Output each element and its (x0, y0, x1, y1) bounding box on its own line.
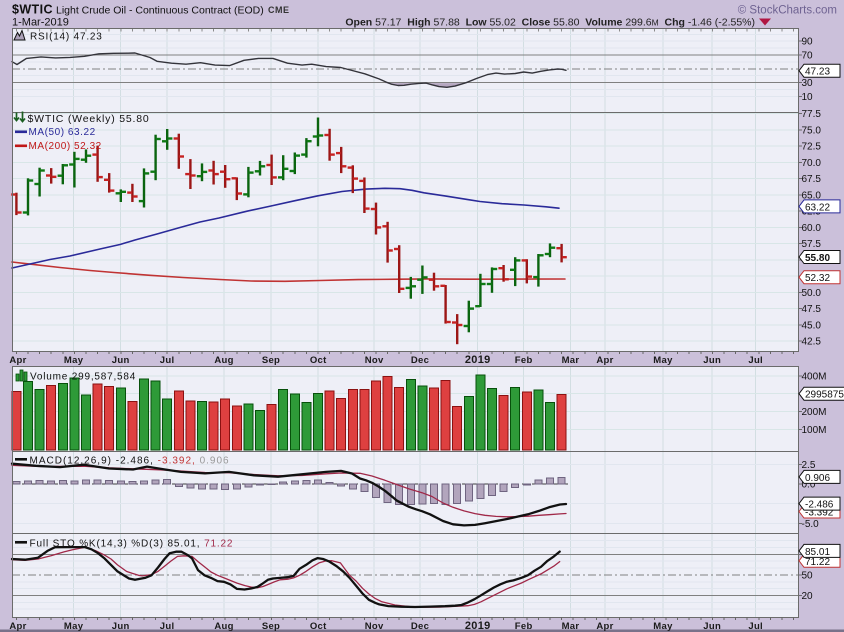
svg-text:Sep: Sep (262, 621, 280, 632)
svg-text:May: May (64, 355, 84, 366)
svg-text:May: May (64, 621, 84, 632)
svg-text:10: 10 (802, 92, 814, 103)
svg-text:Volume 299,587,584: Volume 299,587,584 (30, 372, 136, 383)
svg-text:Dec: Dec (411, 621, 429, 632)
svg-text:Open 57.17 High 57.88 Low 55: Open 57.17 High 57.88 Low 55.02 Close 55… (345, 17, 755, 29)
svg-text:© StockCharts.com: © StockCharts.com (738, 5, 837, 17)
svg-text:Jul: Jul (160, 621, 175, 632)
svg-text:Light Crude Oil - Continuous C: Light Crude Oil - Continuous Contract (E… (56, 5, 264, 17)
svg-text:Jun: Jun (112, 621, 130, 632)
svg-text:52.32: 52.32 (805, 273, 830, 284)
svg-text:MA(50) 63.22: MA(50) 63.22 (29, 127, 96, 138)
svg-text:85.01: 85.01 (805, 547, 830, 558)
svg-text:Sep: Sep (262, 355, 280, 366)
svg-text:71.22: 71.22 (805, 557, 830, 568)
svg-text:72.5: 72.5 (802, 142, 822, 153)
svg-text:30: 30 (802, 78, 814, 89)
svg-text:Nov: Nov (365, 355, 384, 366)
svg-text:Jul: Jul (748, 355, 763, 366)
svg-text:42.5: 42.5 (802, 337, 822, 348)
svg-text:Aug: Aug (214, 621, 233, 632)
svg-text:75.0: 75.0 (802, 125, 822, 136)
svg-text:CME: CME (268, 5, 290, 15)
svg-text:Apr: Apr (9, 621, 26, 632)
svg-text:0.906: 0.906 (805, 473, 830, 484)
svg-text:Nov: Nov (365, 621, 384, 632)
svg-text:Jul: Jul (748, 621, 763, 632)
svg-text:Aug: Aug (214, 355, 233, 366)
svg-text:0.0: 0.0 (802, 480, 816, 491)
svg-text:Jun: Jun (703, 621, 721, 632)
svg-text:May: May (653, 355, 673, 366)
svg-text:70: 70 (802, 51, 814, 62)
svg-text:Jun: Jun (703, 355, 721, 366)
svg-text:Full STO %K(14,3) %D(3) 85.01,: Full STO %K(14,3) %D(3) 85.01, 71.22 (30, 538, 234, 549)
svg-text:2019: 2019 (465, 620, 491, 632)
svg-text:63.22: 63.22 (805, 202, 830, 213)
svg-text:-2.486: -2.486 (805, 500, 834, 511)
svg-text:Feb: Feb (515, 355, 533, 366)
svg-text:45.0: 45.0 (802, 320, 822, 331)
svg-text:Oct: Oct (310, 355, 327, 366)
svg-text:$WTIC: $WTIC (12, 3, 53, 17)
svg-text:47.5: 47.5 (802, 304, 822, 315)
svg-text:55.80: 55.80 (805, 253, 830, 264)
svg-text:2.5: 2.5 (802, 460, 816, 471)
svg-text:67.5: 67.5 (802, 174, 822, 185)
svg-text:60.0: 60.0 (802, 223, 822, 234)
svg-text:400M: 400M (802, 371, 827, 382)
svg-text:Mar: Mar (562, 621, 580, 632)
svg-text:Apr: Apr (9, 355, 26, 366)
svg-text:70.0: 70.0 (802, 158, 822, 169)
svg-text:Feb: Feb (515, 621, 533, 632)
svg-text:47.23: 47.23 (805, 67, 830, 78)
svg-text:200M: 200M (802, 407, 827, 418)
svg-text:-3.392: -3.392 (805, 508, 834, 519)
svg-text:2019: 2019 (465, 354, 491, 366)
svg-text:May: May (653, 621, 673, 632)
svg-text:299587584: 299587584 (805, 390, 844, 401)
svg-text:MACD(12,26,9) -2.486, -3.392,: MACD(12,26,9) -2.486, -3.392, 0.906 (30, 455, 230, 466)
svg-text:1-Mar-2019: 1-Mar-2019 (12, 17, 69, 29)
svg-text:Oct: Oct (310, 621, 327, 632)
svg-text:65.0: 65.0 (802, 190, 822, 201)
svg-text:20: 20 (802, 591, 814, 602)
svg-text:Dec: Dec (411, 355, 429, 366)
svg-text:57.5: 57.5 (802, 239, 822, 250)
svg-text:100M: 100M (802, 425, 827, 436)
svg-text:Jun: Jun (112, 355, 130, 366)
svg-text:RSI(14) 47.23: RSI(14) 47.23 (30, 32, 103, 43)
svg-text:77.5: 77.5 (802, 109, 822, 120)
svg-text:Jul: Jul (160, 355, 175, 366)
svg-text:Apr: Apr (596, 621, 613, 632)
svg-text:Apr: Apr (596, 355, 613, 366)
svg-text:50: 50 (802, 570, 814, 581)
svg-text:50.0: 50.0 (802, 288, 822, 299)
svg-text:90: 90 (802, 37, 814, 48)
svg-text:MA(200) 52.32: MA(200) 52.32 (29, 141, 102, 152)
svg-text:$WTIC (Weekly) 55.80: $WTIC (Weekly) 55.80 (28, 113, 150, 125)
svg-text:Mar: Mar (562, 355, 580, 366)
svg-text:-5.0: -5.0 (802, 519, 820, 530)
